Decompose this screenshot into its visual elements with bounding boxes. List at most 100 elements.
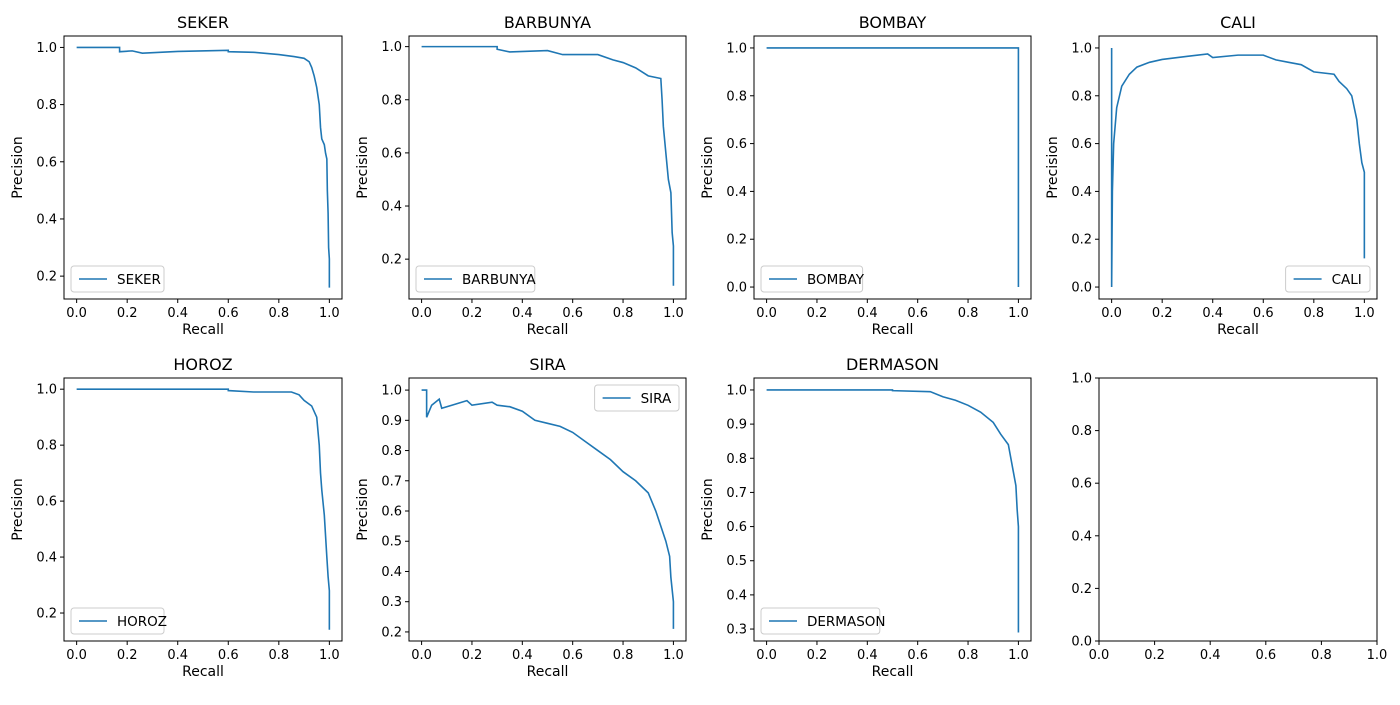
y-axis-label: Precision xyxy=(10,136,26,198)
x-axis-label: Recall xyxy=(872,664,914,680)
legend-label: SEKER xyxy=(117,272,161,288)
x-tick-label: 0.4 xyxy=(1202,306,1223,321)
legend-box xyxy=(594,384,680,412)
series-line-cali xyxy=(1110,47,1366,288)
y-tick-label: 0.4 xyxy=(381,565,402,580)
x-tick-label: 0.2 xyxy=(1144,648,1165,663)
y-tick-label: 0.6 xyxy=(726,137,747,152)
y-tick-label: 0.8 xyxy=(1071,424,1092,439)
x-tick-label: 0.0 xyxy=(411,306,432,321)
x-tick-label: 0.6 xyxy=(1253,306,1274,321)
axes-frame xyxy=(408,35,687,300)
y-tick-label: 0.9 xyxy=(726,418,747,433)
x-axis-label: Recall xyxy=(182,322,224,338)
legend-label: CALI xyxy=(1332,272,1362,288)
x-tick-label: 0.4 xyxy=(857,648,878,663)
y-axis-label: Precision xyxy=(700,478,716,540)
y-tick-label: 0.2 xyxy=(381,253,402,268)
y-tick-label: 0.6 xyxy=(726,520,747,535)
x-axis-label: Recall xyxy=(527,322,569,338)
x-tick-label: 0.6 xyxy=(907,306,928,321)
subplot-title: HOROZ xyxy=(173,355,232,374)
x-tick-label: 0.8 xyxy=(958,648,979,663)
y-tick-label: 0.6 xyxy=(36,155,57,170)
x-tick-label: 0.0 xyxy=(756,648,777,663)
legend-label: SIRA xyxy=(641,391,672,407)
series-line-seker xyxy=(76,46,331,288)
y-tick-label: 1.0 xyxy=(36,41,57,56)
x-tick-label: 0.8 xyxy=(958,306,979,321)
x-tick-label: 1.0 xyxy=(1008,306,1029,321)
y-tick-label: 0.2 xyxy=(36,607,57,622)
x-tick-label: 0.2 xyxy=(117,648,138,663)
y-tick-label: 0.0 xyxy=(726,281,747,296)
y-tick-label: 0.5 xyxy=(381,535,402,550)
x-tick-label: 0.2 xyxy=(462,648,483,663)
y-tick-label: 0.8 xyxy=(381,444,402,459)
x-tick-label: 1.0 xyxy=(319,648,340,663)
legend: DERMASON xyxy=(760,607,885,635)
axes-frame xyxy=(63,377,343,642)
y-tick-label: 0.8 xyxy=(36,439,57,454)
y-tick-label: 0.2 xyxy=(36,270,57,285)
x-tick-label: 0.2 xyxy=(807,648,828,663)
y-axis-label: Precision xyxy=(10,478,26,540)
axes-frame xyxy=(1098,377,1378,642)
x-tick-label: 0.4 xyxy=(167,306,188,321)
y-tick-label: 0.4 xyxy=(36,212,57,227)
x-tick-label: 0.2 xyxy=(807,306,828,321)
y-tick-label: 0.6 xyxy=(1071,477,1092,492)
series-line-dermason xyxy=(766,389,1020,633)
y-tick-label: 0.2 xyxy=(1071,582,1092,597)
y-tick-label: 0.4 xyxy=(36,551,57,566)
legend: BARBUNYA xyxy=(415,265,536,293)
x-tick-label: 0.8 xyxy=(1311,648,1332,663)
y-tick-label: 0.2 xyxy=(1071,233,1092,248)
x-tick-label: 0.4 xyxy=(512,306,533,321)
x-tick-label: 0.0 xyxy=(66,306,87,321)
y-tick-label: 1.0 xyxy=(726,41,747,56)
x-tick-label: 0.4 xyxy=(167,648,188,663)
series-line-barbunya xyxy=(421,45,675,286)
subplot-2: 0.0 0.2 0.4 0.6 0.8 1.0 0.2 0.4 0.6 0.8 1.0 BARBUNY… xyxy=(355,13,687,338)
x-tick-label: 0.6 xyxy=(218,648,239,663)
legend-label: DERMASON xyxy=(807,614,885,630)
x-tick-label: 1.0 xyxy=(319,306,340,321)
series-line-horoz xyxy=(76,388,331,630)
y-tick-label: 0.2 xyxy=(726,233,747,248)
y-tick-label: 0.3 xyxy=(381,595,402,610)
y-tick-label: 0.4 xyxy=(726,185,747,200)
legend: BOMBAY xyxy=(760,265,865,293)
subplot-8: 0.0 0.2 0.4 0.6 0.8 1.0 0.0 0.2 0.4 0.6 0.8 1.0 xyxy=(1071,372,1387,664)
legend-box xyxy=(70,607,165,635)
x-tick-label: 0.0 xyxy=(756,306,777,321)
y-tick-label: 0.4 xyxy=(1071,529,1092,544)
y-axis-label: Precision xyxy=(1045,136,1061,198)
x-tick-label: 0.6 xyxy=(1255,648,1276,663)
x-tick-label: 0.6 xyxy=(218,306,239,321)
x-tick-label: 0.2 xyxy=(462,306,483,321)
y-tick-label: 0.7 xyxy=(381,474,402,489)
x-tick-label: 1.0 xyxy=(663,306,684,321)
x-tick-label: 0.6 xyxy=(907,648,928,663)
legend: HOROZ xyxy=(70,607,167,635)
y-tick-label: 0.0 xyxy=(1071,281,1092,296)
x-tick-label: 0.8 xyxy=(1303,306,1324,321)
subplot-title: DERMASON xyxy=(846,355,939,374)
legend-box xyxy=(1285,265,1371,293)
x-tick-label: 1.0 xyxy=(663,648,684,663)
x-tick-label: 0.4 xyxy=(1200,648,1221,663)
x-tick-label: 1.0 xyxy=(1367,648,1388,663)
y-tick-label: 0.5 xyxy=(726,554,747,569)
legend-label: BARBUNYA xyxy=(462,272,536,288)
subplot-title: BOMBAY xyxy=(859,13,927,32)
y-tick-label: 0.8 xyxy=(726,452,747,467)
x-tick-label: 0.0 xyxy=(411,648,432,663)
axes-frame xyxy=(63,35,343,300)
y-tick-label: 0.8 xyxy=(726,89,747,104)
y-tick-label: 0.3 xyxy=(726,623,747,638)
x-tick-label: 0.8 xyxy=(613,648,634,663)
axes-frame xyxy=(1098,35,1378,300)
axes-frame xyxy=(753,35,1032,300)
